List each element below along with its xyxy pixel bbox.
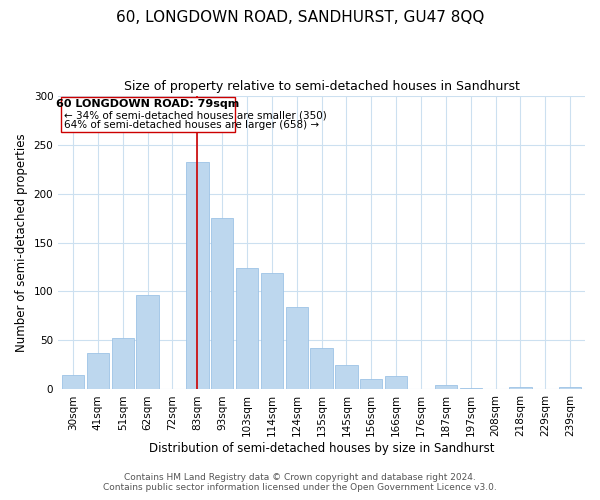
Text: 64% of semi-detached houses are larger (658) →: 64% of semi-detached houses are larger (… — [64, 120, 320, 130]
FancyBboxPatch shape — [61, 96, 235, 132]
Bar — [310, 348, 333, 390]
X-axis label: Distribution of semi-detached houses by size in Sandhurst: Distribution of semi-detached houses by … — [149, 442, 494, 455]
Title: Size of property relative to semi-detached houses in Sandhurst: Size of property relative to semi-detach… — [124, 80, 520, 93]
Bar — [260, 273, 283, 390]
Bar — [360, 378, 382, 390]
Bar — [286, 307, 308, 390]
Text: 60, LONGDOWN ROAD, SANDHURST, GU47 8QQ: 60, LONGDOWN ROAD, SANDHURST, GU47 8QQ — [116, 10, 484, 25]
Bar — [211, 218, 233, 390]
Bar — [112, 338, 134, 390]
Text: 60 LONGDOWN ROAD: 79sqm: 60 LONGDOWN ROAD: 79sqm — [56, 100, 239, 110]
Bar — [335, 365, 358, 390]
Text: ← 34% of semi-detached houses are smaller (350): ← 34% of semi-detached houses are smalle… — [64, 110, 327, 120]
Bar — [87, 353, 109, 390]
Bar — [559, 388, 581, 390]
Bar — [509, 388, 532, 390]
Bar — [62, 375, 84, 390]
Bar — [385, 376, 407, 390]
Bar — [434, 384, 457, 390]
Bar — [136, 296, 159, 390]
Text: Contains HM Land Registry data © Crown copyright and database right 2024.
Contai: Contains HM Land Registry data © Crown c… — [103, 473, 497, 492]
Bar — [236, 268, 258, 390]
Bar — [186, 162, 209, 390]
Bar — [460, 388, 482, 390]
Y-axis label: Number of semi-detached properties: Number of semi-detached properties — [15, 133, 28, 352]
